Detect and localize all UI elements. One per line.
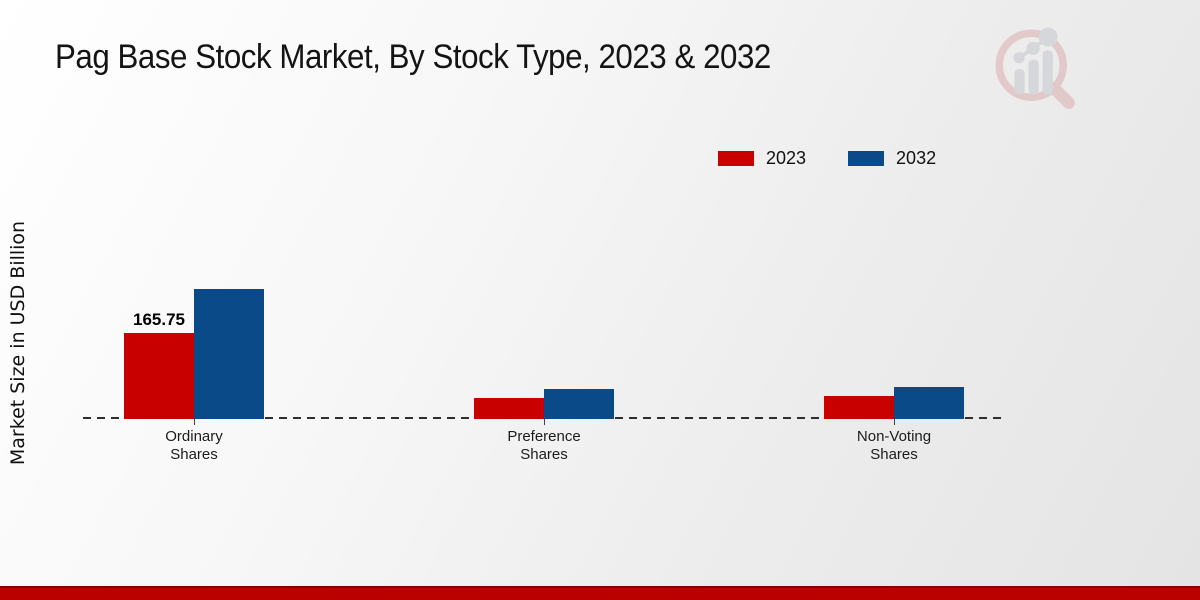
legend-label-2023: 2023 [766, 148, 807, 168]
x-axis-category-label-non-voting-shares: Non-Voting Shares [856, 428, 932, 464]
x-axis-tick [894, 419, 895, 425]
legend-swatch-2023 [718, 151, 754, 166]
x-axis-tick [194, 419, 195, 425]
bar-value-label-ordinary-shares: 165.75 [133, 310, 185, 329]
bar-2023-non-voting-shares [824, 396, 894, 419]
bar-2032-non-voting-shares [894, 387, 964, 419]
x-axis-tick [544, 419, 545, 425]
bar-2023-preference-shares [474, 398, 544, 419]
bar-2032-ordinary-shares [194, 289, 264, 419]
x-axis-category-label-ordinary-shares: Ordinary Shares [165, 428, 223, 464]
legend-swatch-2032 [848, 151, 885, 166]
legend-item-2032: 2032 [848, 148, 936, 169]
chart-title: Pag Base Stock Market, By Stock Type, 20… [55, 38, 771, 76]
bar-2032-preference-shares [544, 389, 614, 419]
legend-item-2023: 2023 [718, 148, 806, 169]
legend: 2023 2032 [718, 148, 936, 169]
magnifier-bar-chart-logo-icon [995, 27, 1075, 109]
footer-accent-bar [0, 586, 1200, 600]
bar-2023-ordinary-shares [124, 333, 194, 419]
legend-label-2032: 2032 [896, 148, 937, 168]
x-axis-category-label-preference-shares: Preference Shares [507, 428, 581, 464]
